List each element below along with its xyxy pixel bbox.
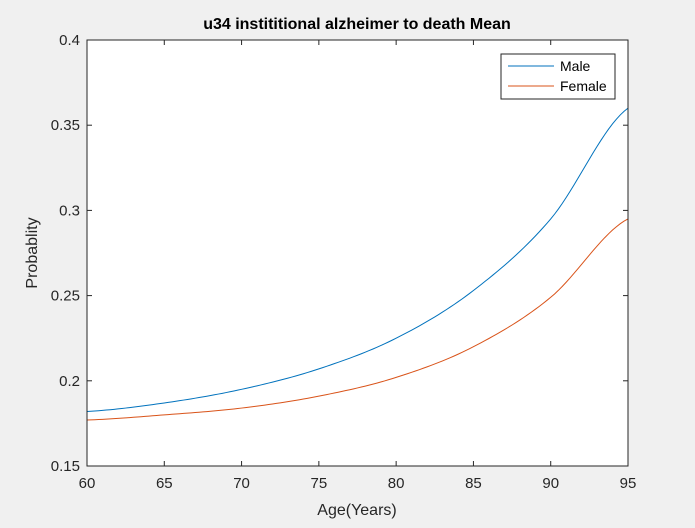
legend: Male Female [500, 53, 616, 100]
y-axis-label: Probablity [24, 217, 41, 288]
x-axis-label: Age(Years) [317, 502, 396, 519]
y-tick-label: 0.35 [51, 117, 80, 134]
x-tick-label: 60 [79, 475, 96, 492]
legend-label-female: Female [560, 78, 607, 94]
y-tick-label: 0.2 [59, 373, 80, 390]
y-tick-label: 0.15 [51, 458, 80, 475]
x-tick-label: 80 [388, 475, 405, 492]
series-line-female [86, 218, 629, 421]
x-tick-label: 65 [156, 475, 173, 492]
y-tick-label: 0.25 [51, 288, 80, 305]
plot-area [87, 40, 628, 466]
x-tick-label: 75 [311, 475, 328, 492]
series-lines [86, 107, 629, 421]
legend-box [500, 53, 616, 100]
legend-label-male: Male [560, 58, 591, 74]
x-tick-label: 90 [542, 475, 559, 492]
chart-title: u34 instititional alzheimer to death Mea… [203, 16, 511, 33]
x-tick-label: 85 [465, 475, 482, 492]
x-tick-label: 95 [620, 475, 637, 492]
series-line-male [86, 107, 629, 412]
plot-frame [86, 39, 629, 467]
axis-ticks: 60 65 70 75 80 85 90 95 0.15 0.2 0.25 0.3 0.35 0.4 [51, 32, 637, 492]
y-tick-label: 0.4 [59, 32, 80, 49]
x-tick-label: 70 [233, 475, 250, 492]
y-tick-label: 0.3 [59, 202, 80, 219]
